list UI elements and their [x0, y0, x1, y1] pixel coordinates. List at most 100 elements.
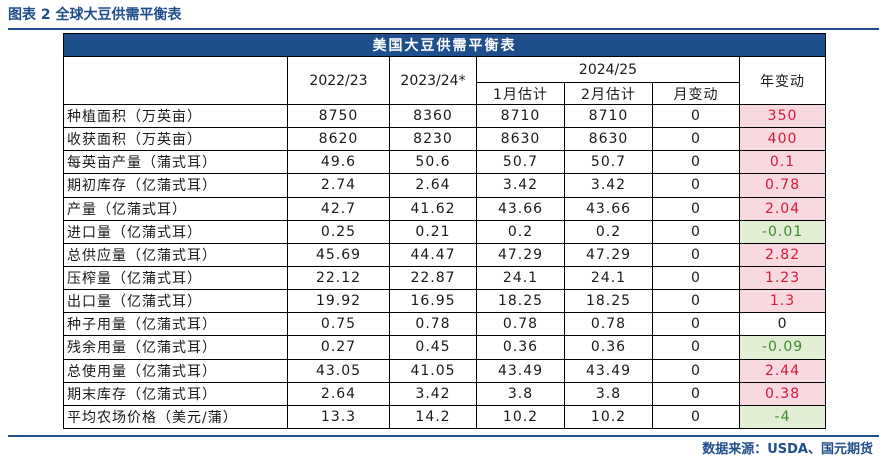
table-row: 平均农场价格（美元/蒲） 13.3 14.2 10.2 10.2 0 -4	[63, 404, 827, 430]
cell-2023: 14.2	[389, 404, 477, 430]
cell-2022: 42.7	[287, 196, 390, 221]
row-label: 收获面积（万英亩）	[63, 127, 288, 152]
cell-2022: 13.3	[287, 404, 390, 430]
cell-monthly-change: 0	[652, 404, 740, 430]
table-body: 种植面积（万英亩） 8750 8360 8710 8710 0 350 收获面积（万英亩） 86…	[63, 103, 827, 430]
header-yearly-change: 年变动	[738, 56, 827, 105]
cell-2022: 2.64	[287, 381, 390, 406]
cell-yearly-change: -0.01	[738, 219, 827, 244]
cell-2022: 8620	[287, 127, 390, 152]
row-label: 总供应量（亿蒲式耳）	[63, 242, 288, 267]
cell-2023: 16.95	[389, 289, 477, 314]
soybean-balance-table: 美国大豆供需平衡表 2022/23 2023/24* 2024/25 年变动 1…	[62, 33, 827, 430]
row-label: 期末库存（亿蒲式耳）	[63, 381, 288, 406]
cell-2023: 44.47	[389, 242, 477, 267]
cell-yearly-change: 2.04	[738, 196, 827, 221]
cell-feb-estimate: 3.8	[564, 381, 653, 406]
cell-2023: 41.62	[389, 196, 477, 221]
cell-jan-estimate: 0.2	[476, 219, 565, 244]
cell-jan-estimate: 3.8	[476, 381, 565, 406]
header-jan-estimate: 1月估计	[476, 82, 565, 105]
row-label: 总使用量（亿蒲式耳）	[63, 358, 288, 383]
cell-2023: 22.87	[389, 265, 477, 291]
header-feb-estimate: 2月估计	[564, 82, 653, 105]
cell-jan-estimate: 10.2	[476, 404, 565, 430]
cell-jan-estimate: 47.29	[476, 242, 565, 267]
cell-yearly-change: 0.38	[738, 381, 827, 406]
row-label: 进口量（亿蒲式耳）	[63, 219, 288, 244]
cell-2022: 8750	[287, 103, 390, 129]
cell-yearly-change: 0.78	[738, 173, 827, 198]
table-row: 种子用量（亿蒲式耳） 0.75 0.78 0.78 0.78 0 0	[63, 312, 827, 337]
balance-table-container: 美国大豆供需平衡表 2022/23 2023/24* 2024/25 年变动 1…	[62, 33, 827, 430]
cell-2023: 8360	[389, 103, 477, 129]
cell-jan-estimate: 3.42	[476, 173, 565, 198]
row-label: 残余用量（亿蒲式耳）	[63, 335, 288, 360]
cell-feb-estimate: 0.2	[564, 219, 653, 244]
cell-monthly-change: 0	[652, 196, 740, 221]
cell-2022: 49.6	[287, 150, 390, 175]
cell-monthly-change: 0	[652, 127, 740, 152]
caption-divider	[8, 28, 879, 30]
table-row: 种植面积（万英亩） 8750 8360 8710 8710 0 350	[63, 103, 827, 129]
cell-monthly-change: 0	[652, 265, 740, 291]
table-row: 期初库存（亿蒲式耳） 2.74 2.64 3.42 3.42 0 0.78	[63, 173, 827, 198]
cell-feb-estimate: 24.1	[564, 265, 653, 291]
source-divider	[8, 435, 879, 437]
cell-2023: 2.64	[389, 173, 477, 198]
cell-feb-estimate: 10.2	[564, 404, 653, 430]
cell-jan-estimate: 0.36	[476, 335, 565, 360]
cell-monthly-change: 0	[652, 242, 740, 267]
cell-monthly-change: 0	[652, 173, 740, 198]
cell-2022: 2.74	[287, 173, 390, 198]
cell-jan-estimate: 8710	[476, 103, 565, 129]
cell-yearly-change: 1.23	[738, 265, 827, 291]
cell-feb-estimate: 8630	[564, 127, 653, 152]
cell-monthly-change: 0	[652, 381, 740, 406]
figure-caption: 图表 2 全球大豆供需平衡表	[8, 7, 182, 23]
row-label: 种植面积（万英亩）	[63, 103, 288, 129]
table-row: 每英亩产量（蒲式耳） 49.6 50.6 50.7 50.7 0 0.1	[63, 150, 827, 175]
cell-2023: 41.05	[389, 358, 477, 383]
cell-yearly-change: 400	[738, 127, 827, 152]
cell-2023: 3.42	[389, 381, 477, 406]
source-note: 数据来源：USDA、国元期货	[702, 442, 873, 457]
cell-monthly-change: 0	[652, 150, 740, 175]
cell-2022: 0.25	[287, 219, 390, 244]
cell-feb-estimate: 18.25	[564, 289, 653, 314]
table-row: 总使用量（亿蒲式耳） 43.05 41.05 43.49 43.49 0 2.44	[63, 358, 827, 383]
cell-yearly-change: 350	[738, 103, 827, 129]
cell-feb-estimate: 43.49	[564, 358, 653, 383]
cell-2022: 19.92	[287, 289, 390, 314]
cell-feb-estimate: 47.29	[564, 242, 653, 267]
cell-2022: 43.05	[287, 358, 390, 383]
cell-2023: 0.21	[389, 219, 477, 244]
cell-feb-estimate: 50.7	[564, 150, 653, 175]
row-label: 平均农场价格（美元/蒲）	[63, 404, 288, 430]
cell-yearly-change: 0.1	[738, 150, 827, 175]
table-banner: 美国大豆供需平衡表	[62, 33, 827, 57]
table-row: 期末库存（亿蒲式耳） 2.64 3.42 3.8 3.8 0 0.38	[63, 381, 827, 406]
cell-feb-estimate: 0.78	[564, 312, 653, 337]
cell-2023: 50.6	[389, 150, 477, 175]
table-row: 残余用量（亿蒲式耳） 0.27 0.45 0.36 0.36 0 -0.09	[63, 335, 827, 360]
cell-feb-estimate: 43.66	[564, 196, 653, 221]
cell-2023: 0.78	[389, 312, 477, 337]
cell-2022: 22.12	[287, 265, 390, 291]
header-2023: 2023/24*	[389, 56, 477, 105]
header-empty-cell	[63, 56, 288, 105]
cell-monthly-change: 0	[652, 219, 740, 244]
cell-feb-estimate: 3.42	[564, 173, 653, 198]
row-label: 产量（亿蒲式耳）	[63, 196, 288, 221]
cell-2023: 0.45	[389, 335, 477, 360]
cell-feb-estimate: 8710	[564, 103, 653, 129]
cell-jan-estimate: 50.7	[476, 150, 565, 175]
table-row: 压榨量（亿蒲式耳） 22.12 22.87 24.1 24.1 0 1.23	[63, 265, 827, 291]
cell-monthly-change: 0	[652, 103, 740, 129]
cell-jan-estimate: 43.66	[476, 196, 565, 221]
cell-2022: 0.27	[287, 335, 390, 360]
row-label: 种子用量（亿蒲式耳）	[63, 312, 288, 337]
row-label: 期初库存（亿蒲式耳）	[63, 173, 288, 198]
header-2024-group: 2024/25	[476, 56, 740, 83]
table-row: 收获面积（万英亩） 8620 8230 8630 8630 0 400	[63, 127, 827, 152]
